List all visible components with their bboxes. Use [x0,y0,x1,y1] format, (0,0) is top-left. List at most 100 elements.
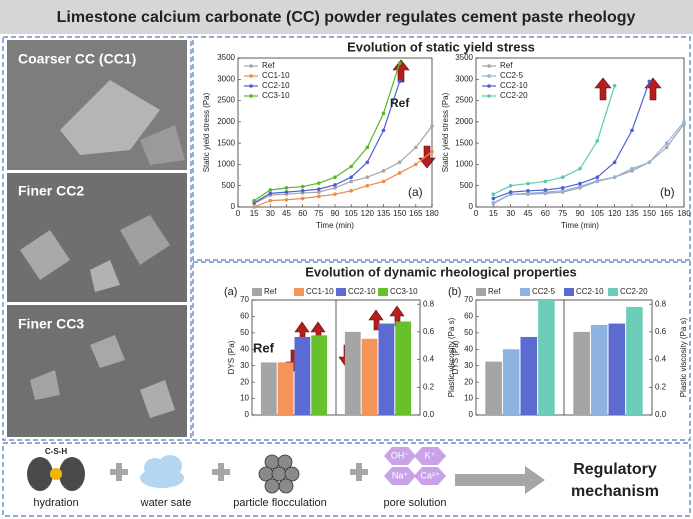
point [397,79,402,84]
legend-swatch [252,288,262,296]
x-tick-label: 75 [314,209,323,218]
point [630,128,634,133]
ion: K⁺ [425,450,436,460]
ion: Na⁺ [392,470,409,480]
point [333,186,337,190]
legend-label: CC1-10 [262,71,290,80]
bar [311,335,328,415]
mechanism-item: hydration [33,497,78,509]
legend-swatch [378,288,388,296]
y-tick-label: 500 [460,181,474,190]
point [543,188,548,192]
y-tick-label: 1000 [217,160,235,169]
point [647,79,652,84]
point [560,189,565,193]
point [508,190,513,194]
y-tick-label: 3000 [217,74,235,83]
main-title: Limestone calcium carbonate (CC) powder … [57,9,636,26]
point [430,149,434,154]
point [268,198,273,203]
legend-label: CC2-10 [262,81,290,90]
y-tick-label: 0.6 [423,327,435,336]
image-label: Coarser CC (CC1) [18,51,136,67]
x-axis-label: Time (min) [561,221,599,230]
point [365,175,370,179]
x-tick-label: 105 [344,209,358,218]
point [578,181,582,186]
legend-marker [487,94,491,98]
point [365,145,370,150]
y-axis-label: DYS (Pa) [227,340,236,374]
y-tick-label: 50 [240,328,249,337]
y-tick-label: 2000 [455,117,473,126]
point [647,160,652,165]
bar [608,323,626,415]
grain [59,457,85,491]
hexagons [384,447,446,485]
mechanism-item: pore solution [384,497,447,509]
panel-label: (b) [448,286,461,298]
bar [260,362,277,415]
point [365,183,370,188]
x-tick-label: 30 [506,209,515,218]
x-tick-label: 45 [282,209,291,218]
section-title: Evolution of dynamic rheological propert… [305,264,577,279]
point [349,175,353,179]
legend-label: CC2-20 [500,91,528,100]
bar [538,300,555,415]
bar [344,331,361,415]
point [397,160,402,165]
point [595,178,600,183]
legend-swatch [564,288,574,296]
point [526,181,530,186]
bar [520,336,538,415]
bar [395,321,412,415]
point [333,175,337,179]
annotation: Ref [253,341,275,356]
y-tick-label: 40 [240,344,249,353]
particle [20,230,70,280]
legend-label: CC2-5 [532,287,556,296]
x-tick-label: 60 [541,209,550,218]
y2-axis-label: Plastic viscosity (Pa s) [679,317,688,397]
point [252,205,256,209]
particle [140,380,175,418]
point [414,145,418,150]
particle [60,80,160,155]
series-line [253,125,433,205]
x-tick-label: 135 [377,209,391,218]
mechanism-item: particle flocculation [233,497,327,509]
y-tick-label: 0.0 [423,410,435,419]
point [612,175,617,179]
particle [140,125,185,165]
panel-label: (b) [660,185,675,199]
y-tick-label: 20 [464,377,473,386]
y-tick-label: 50 [464,328,473,337]
x-tick-label: 15 [250,209,259,218]
legend-label: CC2-10 [348,287,376,296]
y-axis-label: DYS (Pa) [451,340,460,374]
y-tick-label: 0.8 [655,299,667,308]
y-tick-label: 3000 [455,74,473,83]
big-arrow [455,466,545,494]
mechanism-panel [2,442,691,517]
point [526,191,530,196]
point [543,179,548,184]
point [381,128,386,133]
x-tick-label: 180 [425,209,439,218]
down-arrow [418,145,436,169]
bar [573,331,590,415]
y-tick-label: 3500 [455,53,473,62]
legend-label: CC3-10 [262,91,290,100]
ion: OH⁻ [391,450,410,460]
series-line [493,121,685,204]
y-tick-label: 40 [464,344,473,353]
legend-marker [249,64,253,68]
annotation: Ref [390,96,410,110]
series-line [493,85,616,195]
section-title: Evolution of static yield stress [347,39,535,54]
bar [277,362,294,415]
legend-swatch [520,288,530,296]
x-tick-label: 150 [393,209,407,218]
image-panel [2,36,192,441]
